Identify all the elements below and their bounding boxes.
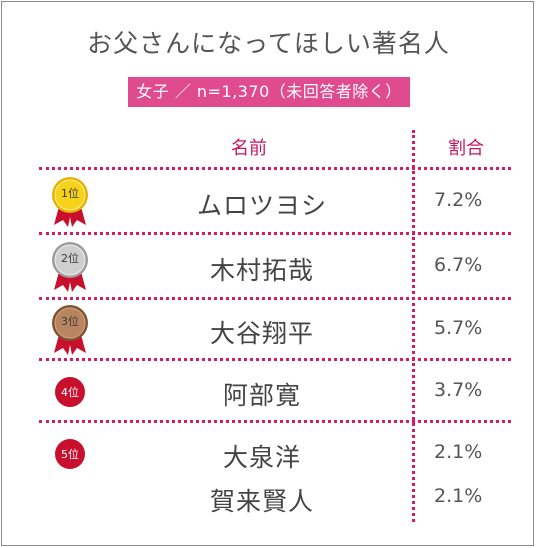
- person-name: 大谷翔平: [209, 319, 314, 348]
- person-name: 阿部寛: [222, 381, 301, 410]
- percent-value: 2.1%: [434, 441, 483, 463]
- table-row-6: 賀来賢人 2.1%: [2, 468, 535, 526]
- rank-label: 2位: [61, 252, 79, 265]
- person-name: 賀来賢人: [209, 487, 314, 516]
- table-row-1: 1位 ムロツヨシ 7.2%: [2, 172, 535, 230]
- row-divider: [39, 420, 511, 423]
- column-header-percent: 割合: [448, 138, 484, 159]
- column-divider: [412, 130, 415, 522]
- table-row-3: 3位 大谷翔平 5.7%: [2, 300, 535, 358]
- table-row-2: 2位 木村拓哉 6.7%: [2, 237, 535, 295]
- row-divider: [39, 358, 511, 361]
- silver-medal-icon: [52, 242, 88, 292]
- rank-label: 5位: [61, 448, 79, 461]
- rank-label: 3位: [61, 315, 79, 328]
- person-name: 木村拓哉: [209, 256, 314, 285]
- percent-value: 6.7%: [434, 254, 483, 276]
- column-header-name: 名前: [231, 138, 267, 159]
- percent-value: 3.7%: [434, 379, 483, 401]
- person-name: ムロツヨシ: [196, 191, 327, 220]
- rank-circle-icon: [55, 439, 85, 469]
- chart-title: お父さんになってほしい著名人: [87, 29, 450, 58]
- percent-value: 2.1%: [434, 485, 483, 507]
- sample-badge: 女子 ／ n=1,370（未回答者除く）: [128, 77, 410, 107]
- rank-label: 4位: [61, 386, 79, 399]
- percent-value: 5.7%: [434, 317, 483, 339]
- table-row-4: 4位 阿部寛 3.7%: [2, 362, 535, 420]
- gold-medal-icon: [52, 177, 88, 227]
- person-name: 大泉洋: [222, 443, 301, 472]
- rank-label: 1位: [61, 187, 79, 200]
- percent-value: 7.2%: [434, 189, 483, 211]
- table-row-5: 5位 大泉洋 2.1%: [2, 424, 535, 482]
- row-divider: [39, 297, 511, 300]
- row-divider: [39, 232, 511, 235]
- row-divider: [39, 167, 511, 170]
- rank-circle-icon: [55, 377, 85, 407]
- bronze-medal-icon: [52, 305, 88, 355]
